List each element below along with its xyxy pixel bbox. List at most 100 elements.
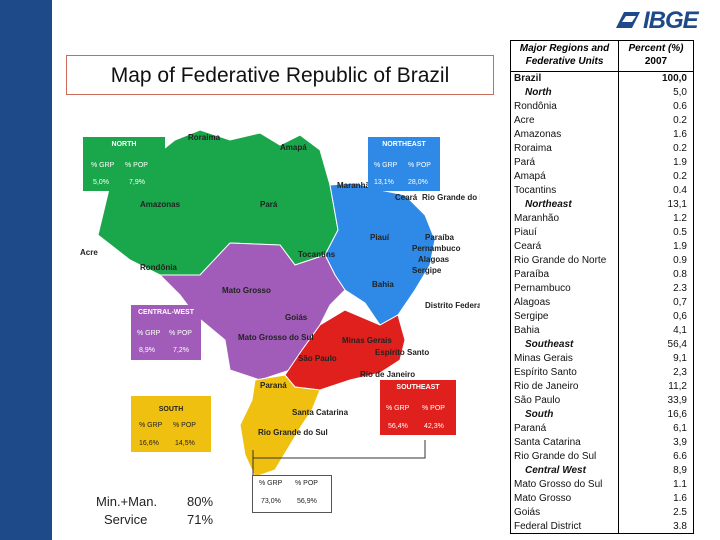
combined-grp-value: 73,0% <box>261 498 281 505</box>
table-row: Central West 8,9 <box>511 464 693 478</box>
table-row: Mato Grosso 1.6 <box>511 492 693 506</box>
south-pop-value: 14,5% <box>175 440 195 447</box>
ibge-logo-icon <box>616 12 640 28</box>
table-row: Paraná 6,1 <box>511 422 693 436</box>
table-row: Rio de Janeiro 11,2 <box>511 380 693 394</box>
table-row-value: 13,1 <box>667 199 687 210</box>
central-west-box-title: CENTRAL-WEST <box>138 309 194 316</box>
table-row: São Paulo 33,9 <box>511 394 693 408</box>
south-box-title: SOUTH <box>158 406 184 413</box>
table-row-value: 5,0 <box>673 87 687 98</box>
footer-label-manufacturing: Min.+Man. <box>96 494 158 509</box>
table-row-name: Rondônia <box>514 101 557 112</box>
table-row-name: Roraima <box>514 143 552 154</box>
table-row-name: Mato Grosso do Sul <box>514 479 603 490</box>
label-amazonas: Amazonas <box>140 200 181 209</box>
table-row: Southeast 56,4 <box>511 338 693 352</box>
table-row-value: 0.4 <box>673 185 687 196</box>
table-row-name: North <box>525 87 552 98</box>
table-row-value: 11,2 <box>668 381 687 392</box>
left-sidebar-bar <box>0 0 52 540</box>
south-grp-label: % GRP <box>139 422 163 429</box>
table-row-value: 0.5 <box>673 227 687 238</box>
table-row-value: 0.9 <box>673 255 687 266</box>
label-pernambuco: Pernambuco <box>412 244 461 253</box>
table-row-value: 2.3 <box>673 283 687 294</box>
table-header-left-2: Federative Units <box>525 56 604 67</box>
table-row-name: Amazonas <box>514 129 562 140</box>
combined-grp-label: % GRP <box>259 480 283 487</box>
table-row-name: Ceará <box>514 241 542 252</box>
table-row-value: 0.2 <box>673 171 687 182</box>
table-row: Pará 1.9 <box>511 156 693 170</box>
table-row-name: Acre <box>514 115 535 126</box>
ibge-logo-text: IBGE <box>643 7 699 34</box>
label-rondonia: Rondônia <box>140 263 177 272</box>
table-row-value: 1.2 <box>673 213 687 224</box>
table-row: Santa Catarina 3,9 <box>511 436 693 450</box>
southeast-info-box: SOUTHEAST % GRP % POP 56,4% 42,3% <box>380 380 456 435</box>
label-goias: Goiás <box>285 313 308 322</box>
label-espirito: Espírito Santo <box>375 348 429 357</box>
northeast-grp-value: 13,1% <box>374 179 394 186</box>
table-row-value: 6,1 <box>673 423 687 434</box>
map-region-northeast <box>324 182 436 326</box>
brazil-map: Roraima Amapá Amazonas Pará Maranhão Cea… <box>80 129 480 478</box>
table-row: Sergipe 0,6 <box>511 310 693 324</box>
label-acre: Acre <box>80 248 98 257</box>
north-box-title: NORTH <box>111 141 137 148</box>
table-row-name: Maranhão <box>514 213 560 224</box>
label-tocantins: Tocantins <box>298 250 336 259</box>
table-row: Alagoas 0,7 <box>511 296 693 310</box>
table-row-name: Santa Catarina <box>514 437 581 448</box>
table-row: Rio Grande do Norte 0.9 <box>511 254 693 268</box>
table-row-value: 1.6 <box>673 493 687 504</box>
north-pop-label: % POP <box>125 162 148 169</box>
combined-pop-label: % POP <box>295 480 318 487</box>
table-row-value: 9,1 <box>673 353 687 364</box>
central-west-grp-value: 8,9% <box>139 347 155 354</box>
table-row-name: Pernambuco <box>514 283 571 294</box>
label-ceara: Ceará <box>395 193 418 202</box>
map-region-central-west <box>158 242 346 381</box>
label-sergipe: Sergipe <box>412 266 442 275</box>
table-row-value: 56,4 <box>667 339 687 350</box>
north-grp-label: % GRP <box>91 162 115 169</box>
table-row-value: 1.6 <box>673 129 687 140</box>
table-row-value: 2.5 <box>673 507 687 518</box>
table-row-value: 1.9 <box>673 157 687 168</box>
table-row-value: 0.2 <box>673 143 687 154</box>
table-row-name: Alagoas <box>514 297 551 308</box>
central-west-pop-value: 7,2% <box>173 347 189 354</box>
label-sao-paulo: São Paulo <box>298 354 337 363</box>
south-grp-value: 16,6% <box>139 440 159 447</box>
table-row: South 16,6 <box>511 408 693 422</box>
table-row-name: Bahia <box>514 325 540 336</box>
table-row-value: 1.1 <box>673 479 687 490</box>
table-row-value: 16,6 <box>667 409 687 420</box>
northeast-info-box: NORTHEAST % GRP % POP 13,1% 28,0% <box>368 137 440 191</box>
table-row-name: Paraná <box>514 423 547 434</box>
label-alagoas: Alagoas <box>418 255 450 264</box>
southeast-south-info-box: % GRP % POP 73,0% 56,9% <box>252 475 332 513</box>
label-rgs: Rio Grande do Sul <box>258 428 328 437</box>
table-row-name: Northeast <box>525 199 572 210</box>
table-row: Espírito Santo 2,3 <box>511 366 693 380</box>
table-row: North 5,0 <box>511 86 693 100</box>
table-row-name: Central West <box>525 465 586 476</box>
table-row: Minas Gerais 9,1 <box>511 352 693 366</box>
southeast-box-title: SOUTHEAST <box>396 384 440 391</box>
table-row-name: Rio de Janeiro <box>514 381 579 392</box>
label-rgn: Rio Grande do Norte <box>422 193 480 202</box>
table-row: Rio Grande do Sul 6.6 <box>511 450 693 464</box>
page-title: Map of Federative Republic of Brazil <box>110 64 450 87</box>
connector-lines <box>252 440 426 480</box>
map-region-south <box>239 374 321 478</box>
table-row-name: Rio Grande do Sul <box>514 451 597 462</box>
table-row-name: São Paulo <box>514 395 561 406</box>
table-row-name: Goiás <box>514 507 541 518</box>
north-grp-value: 5,0% <box>93 179 109 186</box>
label-bahia: Bahia <box>372 280 394 289</box>
table-row-value: 1.9 <box>673 241 687 252</box>
table-header-right-2: 2007 <box>644 56 668 67</box>
